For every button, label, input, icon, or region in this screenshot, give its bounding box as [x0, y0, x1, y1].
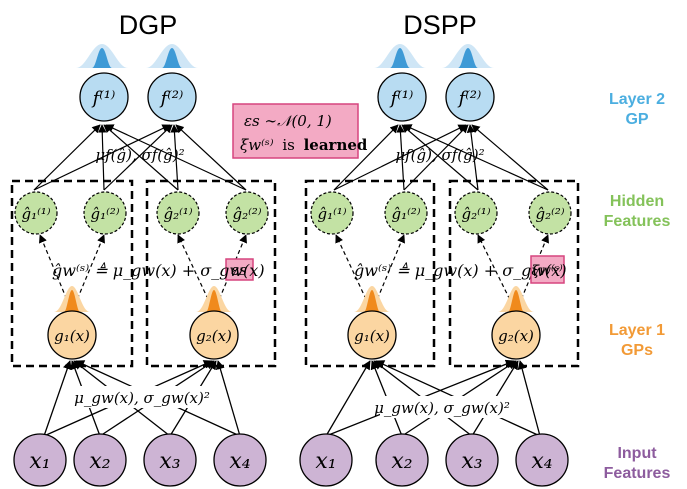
- svg-text:Layer 2: Layer 2: [609, 91, 665, 108]
- svg-text:x₁: x₁: [29, 449, 50, 474]
- svg-text:ĝ₁⁽²⁾: ĝ₁⁽²⁾: [392, 205, 421, 223]
- svg-text:g₁(x): g₁(x): [54, 327, 90, 345]
- layer1-distributions: [54, 286, 232, 312]
- hidden-edge-label: μf(ĝ), σf(ĝ)²: [395, 146, 484, 164]
- output-distributions: [374, 44, 494, 68]
- hidden-node-3: ĝ₂⁽¹⁾: [454, 191, 498, 235]
- svg-text:x₂: x₂: [89, 449, 110, 474]
- noise-box: [225, 258, 254, 281]
- svg-text:ĝ₂⁽¹⁾: ĝ₂⁽¹⁾: [164, 205, 193, 223]
- layer1-node-1: g₁(x): [47, 310, 97, 360]
- hidden-to-output-edges: [33, 124, 247, 191]
- hidden-node-1: ĝ₁⁽¹⁾: [310, 191, 354, 235]
- noise-epsilon: εs: [231, 261, 247, 279]
- svg-text:x₁: x₁: [315, 449, 336, 474]
- input-node-2: x₂: [375, 433, 429, 487]
- hidden-node-2: ĝ₁⁽²⁾: [384, 191, 428, 235]
- row-labels: Layer 2 GP Hidden Features Layer 1 GPs I…: [604, 91, 671, 482]
- output-node-2: f⁽²⁾: [445, 72, 495, 122]
- svg-text:Layer 1: Layer 1: [609, 322, 665, 339]
- svg-text:f⁽²⁾: f⁽²⁾: [457, 88, 482, 109]
- label-input: Input Features: [604, 445, 671, 482]
- svg-text:Features: Features: [604, 465, 671, 482]
- svg-text:x₃: x₃: [461, 449, 482, 474]
- input-edge-label: μ_gw(x), σ_gw(x)²: [374, 399, 510, 417]
- hidden-to-output-edges: [333, 124, 549, 191]
- input-to-layer1-edges: [325, 359, 541, 437]
- sampling-equation: ĝw⁽ˢ⁾ ≜ μ_gw(x) + σ_gw(x): [354, 261, 567, 280]
- svg-text:ĝ₂⁽¹⁾: ĝ₂⁽¹⁾: [462, 205, 491, 223]
- svg-text:ĝ₂⁽²⁾: ĝ₂⁽²⁾: [233, 205, 262, 223]
- dgp-column: DGP: [10, 10, 277, 487]
- hidden-node-3: ĝ₂⁽¹⁾: [156, 191, 200, 235]
- svg-text:f⁽¹⁾: f⁽¹⁾: [91, 88, 116, 109]
- svg-text:f⁽¹⁾: f⁽¹⁾: [389, 88, 414, 109]
- sampling-equation: ĝw⁽ˢ⁾ ≜ μ_gw(x) + σ_gw(x): [52, 261, 265, 280]
- dspp-column: DSPP: [299, 10, 580, 487]
- layer1-node-2: g₂(x): [189, 310, 239, 360]
- svg-text:ĝ₁⁽¹⁾: ĝ₁⁽¹⁾: [318, 205, 347, 223]
- input-node-1: x₁: [13, 433, 67, 487]
- label-layer2: Layer 2 GP: [609, 91, 665, 128]
- output-node-1: f⁽¹⁾: [377, 72, 427, 122]
- legend-line-xi: ξw⁽ˢ⁾ is learned: [240, 136, 368, 154]
- hidden-node-4: ĝ₂⁽²⁾: [225, 191, 269, 235]
- svg-text:Input: Input: [617, 445, 657, 462]
- dgp-title: DGP: [119, 10, 178, 40]
- input-node-2: x₂: [73, 433, 127, 487]
- input-edge-label: μ_gw(x), σ_gw(x)²: [74, 389, 210, 407]
- layer1-distributions: [354, 286, 534, 312]
- dspp-title: DSPP: [403, 10, 477, 40]
- layer1-node-2: g₂(x): [491, 310, 541, 360]
- hidden-node-2: ĝ₁⁽²⁾: [83, 191, 127, 235]
- output-node-2: f⁽²⁾: [147, 72, 197, 122]
- layer1-node-1: g₁(x): [347, 310, 397, 360]
- output-distributions: [76, 44, 198, 68]
- label-layer1: Layer 1 GPs: [609, 322, 665, 359]
- svg-text:Features: Features: [604, 213, 671, 230]
- svg-text:g₁(x): g₁(x): [354, 327, 390, 345]
- input-node-1: x₁: [299, 433, 353, 487]
- svg-text:x₄: x₄: [229, 449, 250, 474]
- label-hidden: Hidden Features: [604, 193, 671, 230]
- svg-text:x₂: x₂: [391, 449, 412, 474]
- noise-xi: ξw⁽ˢ⁾: [531, 263, 563, 279]
- hidden-edge-label: μf(ĝ), σf(ĝ)²: [95, 146, 184, 164]
- noise-box: [530, 255, 565, 284]
- legend-line-epsilon: εs ∼𝒩(0, 1): [244, 112, 332, 130]
- svg-text:GPs: GPs: [621, 342, 653, 359]
- output-node-1: f⁽¹⁾: [79, 72, 129, 122]
- hidden-node-4: ĝ₂⁽²⁾: [528, 191, 572, 235]
- input-node-3: x₃: [445, 433, 499, 487]
- input-node-3: x₃: [143, 433, 197, 487]
- noise-legend-box: εs ∼𝒩(0, 1) ξw⁽ˢ⁾ is learned: [232, 103, 368, 159]
- svg-text:g₂(x): g₂(x): [196, 327, 232, 345]
- hidden-node-1: ĝ₁⁽¹⁾: [14, 191, 58, 235]
- svg-text:x₄: x₄: [531, 449, 552, 474]
- svg-text:g₂(x): g₂(x): [498, 327, 534, 345]
- svg-text:x₃: x₃: [159, 449, 180, 474]
- input-node-4: x₄: [515, 433, 569, 487]
- svg-text:ĝ₂⁽²⁾: ĝ₂⁽²⁾: [536, 205, 565, 223]
- svg-text:f⁽²⁾: f⁽²⁾: [159, 88, 184, 109]
- input-node-4: x₄: [213, 433, 267, 487]
- svg-text:Hidden: Hidden: [610, 193, 664, 210]
- svg-text:ĝ₁⁽²⁾: ĝ₁⁽²⁾: [91, 205, 120, 223]
- svg-text:ĝ₁⁽¹⁾: ĝ₁⁽¹⁾: [22, 205, 51, 223]
- svg-text:GP: GP: [625, 111, 648, 128]
